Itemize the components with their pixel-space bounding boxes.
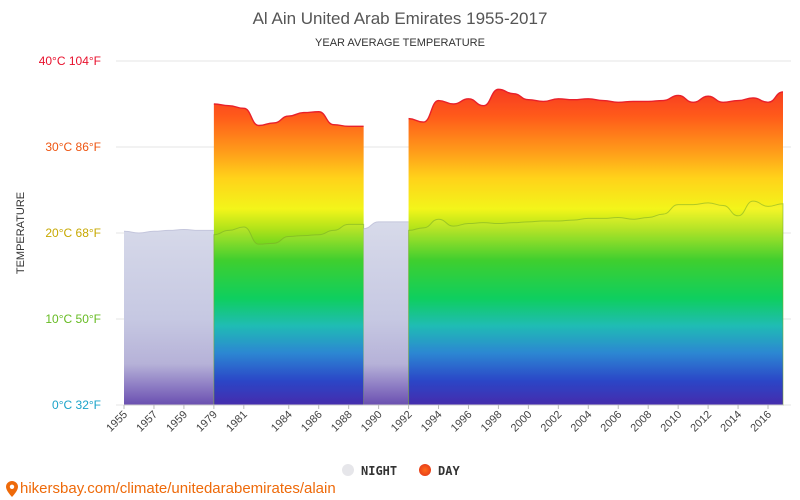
source-footer[interactable]: hikersbay.com/climate/unitedarabemirates… <box>6 480 336 497</box>
legend-day-label: DAY <box>438 464 460 478</box>
x-tick-label: 2006 <box>599 409 625 435</box>
x-tick-label: 2016 <box>748 409 774 435</box>
x-tick-label: 1986 <box>299 409 325 435</box>
legend-day-swatch <box>419 464 431 476</box>
x-tick-label: 2002 <box>539 409 565 435</box>
x-tick-label: 1959 <box>164 409 190 435</box>
day-series-line <box>408 88 784 123</box>
legend-item-day[interactable]: DAY <box>419 464 460 478</box>
source-link[interactable]: hikersbay.com/climate/unitedarabemirates… <box>20 480 336 497</box>
x-tick-label: 1992 <box>389 409 415 435</box>
legend: NIGHT DAY <box>342 464 460 478</box>
y-tick-label: 40°C 104°F <box>39 54 101 68</box>
x-tick-label: 1994 <box>419 409 445 435</box>
x-tick-labels: 1955 1957 1959 1979 1981 1984 1986 1988 1990 1992… <box>104 405 774 434</box>
day-area-segment <box>213 104 364 405</box>
x-tick-label: 2004 <box>569 409 595 435</box>
y-tick-label: 20°C 68°F <box>45 226 101 240</box>
night-area-segment <box>363 221 409 405</box>
x-tick-label: 2012 <box>688 409 714 435</box>
x-tick-label: 1957 <box>134 409 160 435</box>
x-tick-label: 1981 <box>224 409 250 435</box>
x-tick-label: 2008 <box>629 409 655 435</box>
location-pin-icon <box>6 480 18 497</box>
chart-subtitle: YEAR AVERAGE TEMPERATURE <box>315 37 485 49</box>
x-tick-label: 1996 <box>449 409 475 435</box>
night-area-segment <box>124 229 214 405</box>
x-tick-label: 2014 <box>718 409 744 435</box>
y-tick-label: 10°C 50°F <box>45 312 101 326</box>
x-tick-label: 2010 <box>658 409 684 435</box>
x-tick-label: 1998 <box>479 409 505 435</box>
plot-areas <box>123 88 784 406</box>
x-tick-label: 1990 <box>359 409 385 435</box>
day-series-line <box>213 103 364 128</box>
x-tick-label: 1984 <box>269 409 295 435</box>
chart-title: Al Ain United Arab Emirates 1955-2017 <box>253 9 548 28</box>
x-tick-label: 1955 <box>104 409 130 435</box>
legend-night-swatch <box>342 464 354 476</box>
y-axis-label: TEMPERATURE <box>15 192 27 274</box>
y-tick-label: 0°C 32°F <box>52 398 101 412</box>
legend-night-label: NIGHT <box>361 464 397 478</box>
y-tick-label: 30°C 86°F <box>45 140 101 154</box>
x-tick-label: 2000 <box>509 409 535 435</box>
legend-item-night[interactable]: NIGHT <box>342 464 397 478</box>
y-tick-labels: 0°C 32°F 10°C 50°F 20°C 68°F 30°C 86°F 40°C … <box>39 54 101 412</box>
x-tick-label: 1988 <box>329 409 355 435</box>
night-series-line <box>363 221 409 230</box>
night-series-line <box>213 223 365 406</box>
day-area-segment <box>408 89 783 405</box>
x-tick-label: 1979 <box>194 409 220 435</box>
night-series-line <box>123 229 214 234</box>
night-series-line <box>408 200 784 406</box>
